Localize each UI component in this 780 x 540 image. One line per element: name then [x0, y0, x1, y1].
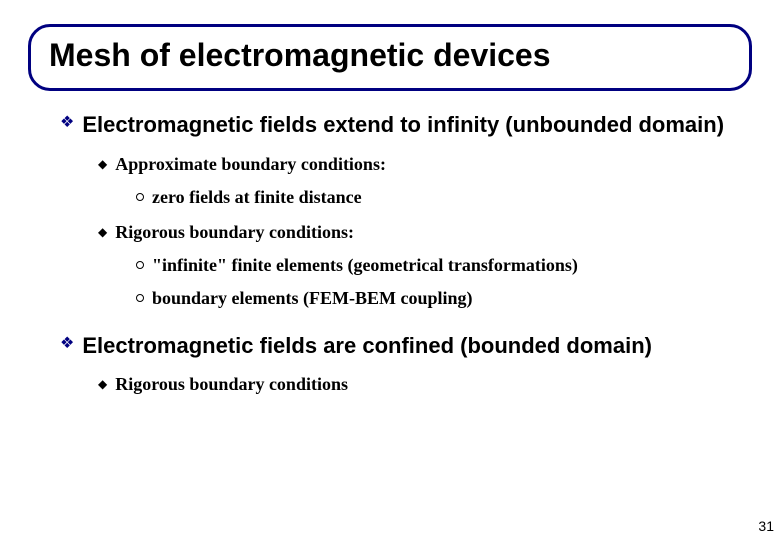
section-2-text: Electromagnetic fields are confined (bou…	[82, 331, 652, 361]
section-1: ❖ Electromagnetic fields extend to infin…	[60, 110, 740, 309]
section-1-1-1: zero fields at finite distance	[136, 187, 740, 208]
title-box: Mesh of electromagnetic devices	[28, 24, 752, 91]
content-area: ❖ Electromagnetic fields extend to infin…	[60, 110, 740, 413]
section-1-2: ◆ Rigorous boundary conditions: "infinit…	[98, 222, 740, 309]
section-1-2-2: boundary elements (FEM-BEM coupling)	[136, 288, 740, 309]
section-2: ❖ Electromagnetic fields are confined (b…	[60, 331, 740, 396]
circle-bullet-icon	[136, 261, 144, 269]
slide-title: Mesh of electromagnetic devices	[49, 37, 731, 74]
section-1-1: ◆ Approximate boundary conditions: zero …	[98, 154, 740, 208]
section-1-2-1: "infinite" finite elements (geometrical …	[136, 255, 740, 276]
section-1-2-2-text: boundary elements (FEM-BEM coupling)	[152, 288, 473, 309]
section-1-2-1-text: "infinite" finite elements (geometrical …	[152, 255, 578, 276]
section-1-text: Electromagnetic fields extend to infinit…	[82, 110, 724, 140]
square-bullet-icon: ◆	[98, 374, 107, 394]
circle-bullet-icon	[136, 193, 144, 201]
diamond-bullet-icon: ❖	[60, 110, 74, 136]
circle-bullet-icon	[136, 294, 144, 302]
square-bullet-icon: ◆	[98, 222, 107, 242]
square-bullet-icon: ◆	[98, 154, 107, 174]
section-1-1-text: Approximate boundary conditions:	[115, 154, 386, 175]
section-1-2-text: Rigorous boundary conditions:	[115, 222, 354, 243]
section-2-1-text: Rigorous boundary conditions	[115, 374, 348, 395]
section-1-1-1-text: zero fields at finite distance	[152, 187, 362, 208]
diamond-bullet-icon: ❖	[60, 331, 74, 357]
section-2-1: ◆ Rigorous boundary conditions	[98, 374, 740, 395]
page-number: 31	[758, 518, 774, 534]
